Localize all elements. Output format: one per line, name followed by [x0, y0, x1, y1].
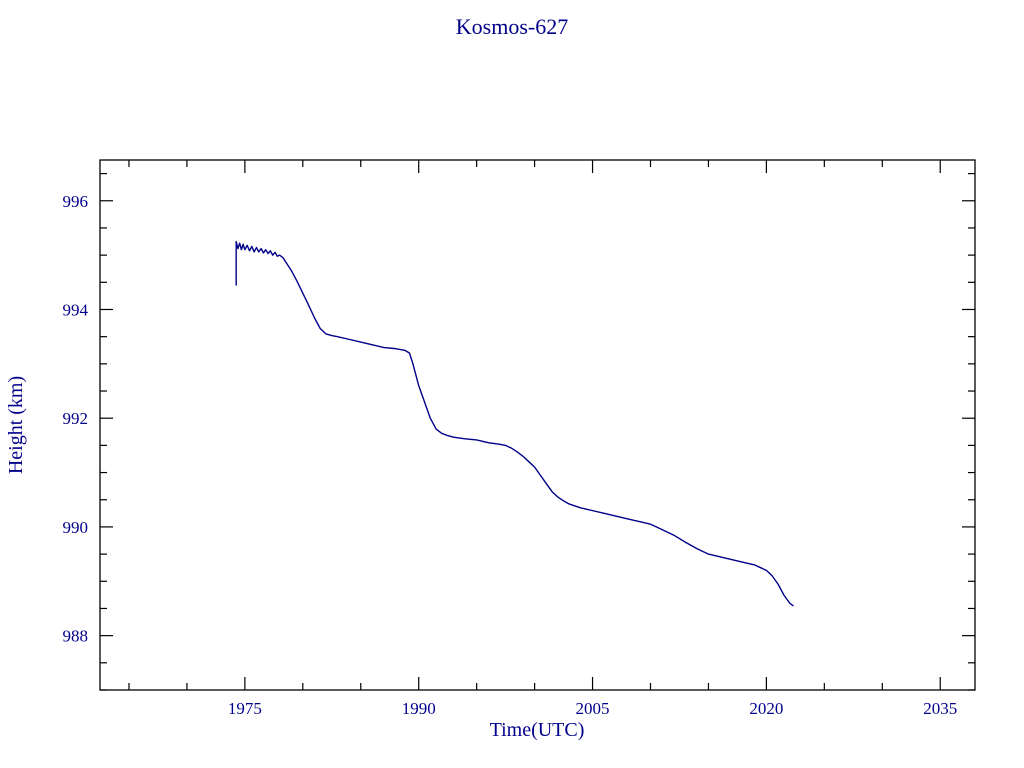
y-tick-label: 992 — [63, 409, 89, 428]
plot-border — [99, 159, 976, 691]
y-tick-label: 990 — [63, 518, 89, 537]
y-axis-label: Height (km) — [5, 376, 27, 474]
plot-frame — [99, 159, 976, 691]
y-tick-label: 996 — [63, 192, 89, 211]
x-tick-label: 2035 — [923, 699, 957, 718]
x-tick-label: 1975 — [228, 699, 262, 718]
y-tick-label: 994 — [63, 300, 89, 319]
x-axis-label: Time(UTC) — [490, 719, 585, 741]
chart-title: Kosmos-627 — [456, 14, 568, 39]
axis-tick-labels: 1975 1990 2005 2020 2035 988 990 992 994 996 — [63, 192, 958, 718]
x-tick-label: 1990 — [402, 699, 436, 718]
y-tick-label: 988 — [63, 627, 89, 646]
height-line — [235, 240, 794, 607]
x-tick-label: 2020 — [749, 699, 783, 718]
data-series — [235, 240, 794, 607]
axis-ticks — [100, 160, 975, 691]
x-tick-label: 2005 — [576, 699, 610, 718]
